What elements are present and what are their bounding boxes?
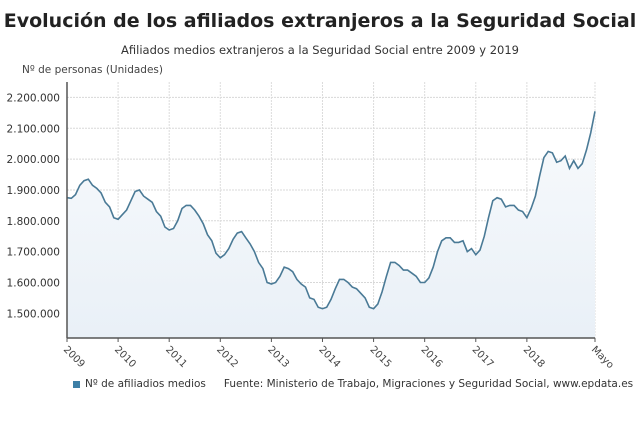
x-tick-label: 2015 [367,344,393,370]
x-tick-label: 2017 [470,344,496,370]
x-tick-label: Mayo [589,344,616,371]
series-area [67,111,595,338]
x-tick-label: 2010 [112,344,138,370]
y-tick-label: 1.800.000 [7,216,60,228]
x-tick-label: 2012 [214,344,240,370]
y-tick-label: 1.700.000 [7,247,60,259]
chart-subtitle: Afiliados medios extranjeros a la Seguri… [121,43,519,57]
y-tick-label: 2.000.000 [7,154,60,166]
x-tick-label: 2018 [521,344,547,370]
source-note: Fuente: Ministerio de Trabajo, Migracion… [223,378,634,390]
y-tick-label: 1.500.000 [7,308,60,320]
series-line [66,111,596,310]
legend-swatch [73,380,80,388]
legend-label: Nº de afiliadios medios [85,378,206,390]
x-tick-label: 2013 [265,344,291,370]
y-tick-label: 2.100.000 [7,123,60,135]
y-axis-label: Nº de personas (Unidades) [22,64,163,76]
y-tick-label: 2.200.000 [7,92,60,104]
x-tick-label: 2014 [316,344,342,370]
y-tick-label: 1.900.000 [7,185,60,197]
y-tick-label: 1.600.000 [7,277,60,289]
legend: Nº de afiliadios medios Fuente: Minister… [73,378,633,390]
x-tick-label: 2009 [61,344,87,370]
chart-title: Evolución de los afiliados extranjeros a… [3,10,637,32]
x-tick-label: 2011 [163,344,189,370]
x-tick-label: 2016 [419,344,445,370]
